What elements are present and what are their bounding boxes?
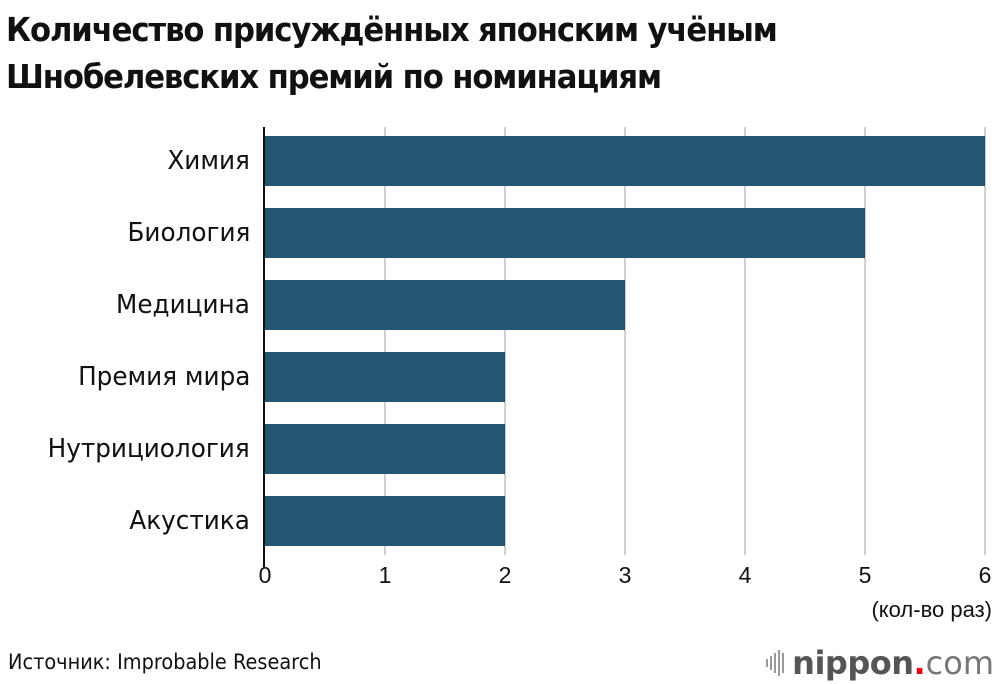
logo-brand: nippon [792, 644, 914, 682]
category-label: Премия мира [77, 362, 250, 392]
bar [265, 352, 505, 402]
chart-title: Количество присуждённых японским учёным … [6, 6, 778, 100]
category-label: Химия [167, 146, 250, 176]
x-tick-label: 3 [618, 562, 632, 588]
x-tick-label: 4 [738, 562, 752, 588]
x-tick-label: 0 [258, 562, 272, 588]
category-label: Медицина [116, 290, 250, 320]
gridline [504, 127, 506, 555]
gridline [864, 127, 866, 555]
bar [265, 136, 985, 186]
x-tick-label: 1 [378, 562, 392, 588]
gridline [984, 127, 986, 555]
category-label: Биология [127, 218, 250, 248]
logo-dot: . [913, 644, 926, 682]
source-note: Источник: Improbable Research [8, 650, 322, 674]
bar [265, 496, 505, 546]
x-tick-label: 6 [978, 562, 992, 588]
y-axis-line [263, 127, 265, 567]
chart-title-line-2: Шнобелевских премий по номинациям [6, 57, 662, 96]
gridline [384, 127, 386, 555]
sound-bars-icon [766, 648, 785, 678]
x-tick-label: 5 [858, 562, 872, 588]
category-label: Акустика [129, 506, 250, 536]
gridline [744, 127, 746, 555]
nippon-logo: nippon. com [766, 644, 994, 682]
plot-area [263, 127, 987, 567]
logo-suffix: com [925, 644, 994, 682]
bar [265, 208, 865, 258]
bar [265, 280, 625, 330]
category-label: Нутрициология [47, 434, 250, 464]
bar [265, 424, 505, 474]
chart-title-line-1: Количество присуждённых японским учёным [6, 10, 778, 49]
x-tick-label: 2 [498, 562, 512, 588]
x-axis-unit-label: (кол-во раз) [871, 597, 992, 622]
gridline [624, 127, 626, 555]
